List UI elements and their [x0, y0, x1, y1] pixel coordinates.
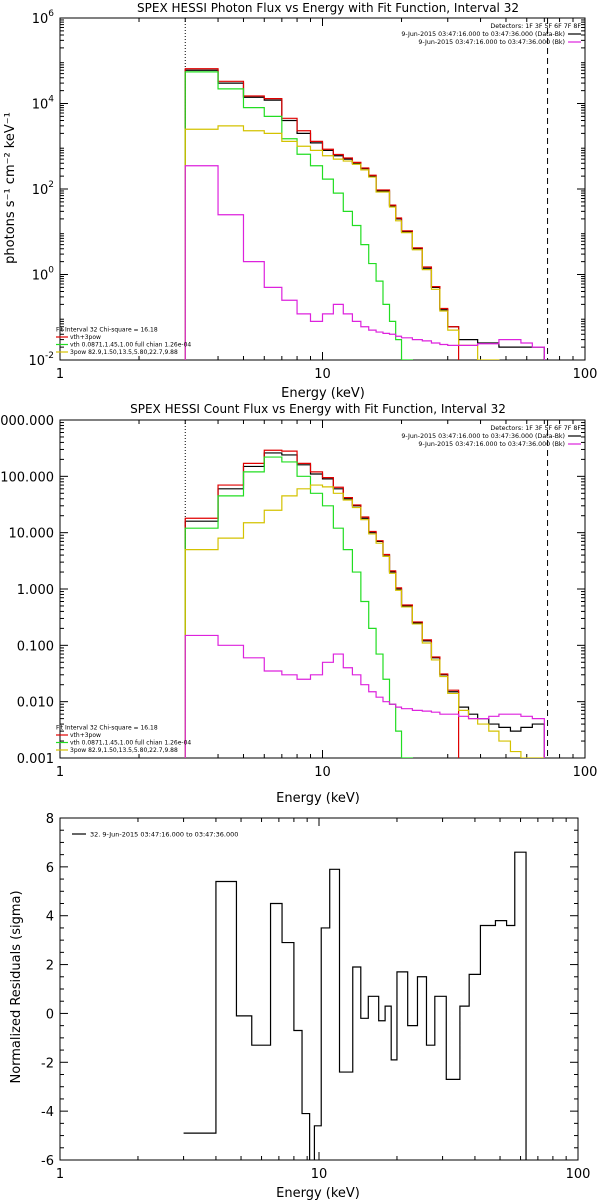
- count-flux-legend-text: 9-Jun-2015 03:47:16.000 to 03:47:36.000 …: [401, 433, 565, 440]
- photon-flux-y-tick-label: 10-2: [28, 351, 54, 369]
- count-flux-black-series-line: [184, 452, 545, 758]
- photon-flux-legend-text: vth 0.0871,1.45,1.00 full chian 1.26e-04: [70, 342, 191, 349]
- count-flux-x-tick-label: 10: [314, 765, 331, 780]
- photon-flux-magenta-series-line: [184, 165, 545, 360]
- photon-flux-y-tick-label: 104: [32, 95, 55, 113]
- photon-flux-y-tick-label: 100: [32, 266, 55, 284]
- count-flux-panel: SPEX HESSI Count Flux vs Energy with Fit…: [0, 402, 597, 806]
- photon-flux-plot-frame: [59, 17, 586, 361]
- count-flux-legend-text: Fit Interval 32 Chi-square = 16.18: [56, 725, 158, 732]
- count-flux-legend-text: Detectors: 1F 3F 5F 6F 7F 8F: [490, 425, 581, 432]
- count-flux-y-tick-label: 0.010: [17, 696, 54, 711]
- residuals-y-tick-label: 0: [46, 1007, 54, 1022]
- residuals-y-tick-label: -6: [41, 1154, 54, 1169]
- count-flux-x-tick-label: 1: [56, 765, 64, 780]
- residuals-y-tick-label: -2: [41, 1056, 54, 1071]
- residuals-panel: Energy (keV) Normalized Residuals (sigma…: [9, 812, 590, 1200]
- photon-flux-x-axis-label: Energy (keV): [281, 386, 365, 401]
- photon-flux-y-axis-label: photons s⁻¹ cm⁻² keV⁻¹: [3, 112, 18, 264]
- photon-flux-panel: SPEX HESSI Photon Flux vs Energy with Fi…: [3, 1, 597, 401]
- photon-flux-legend-text: vth+3pow: [70, 334, 101, 341]
- photon-flux-legend-text: 9-Jun-2015 03:47:16.000 to 03:47:36.000 …: [401, 31, 565, 38]
- residuals-x-axis-label: Energy (keV): [276, 1186, 360, 1200]
- count-flux-y-tick-label: 1.000: [17, 583, 54, 598]
- count-flux-y-tick-label: 100.000: [0, 470, 54, 485]
- count-flux-legend-text: 3pow 82.9,1.50,13.5,5.80,22.7,9.88: [70, 747, 178, 754]
- photon-flux-legend-text: Detectors: 1F 3F 5F 6F 7F 8F: [490, 23, 581, 30]
- count-flux-y-tick-label: 000.000: [0, 414, 54, 429]
- photon-flux-black-series-line: [184, 69, 545, 360]
- residuals-y-tick-label: 2: [46, 959, 54, 974]
- photon-flux-title: SPEX HESSI Photon Flux vs Energy with Fi…: [137, 1, 519, 15]
- count-flux-y-tick-label: 0.100: [17, 639, 54, 654]
- residuals-plot-frame: [59, 817, 579, 1161]
- residuals-y-axis-label: Normalized Residuals (sigma): [9, 890, 24, 1083]
- residuals-black-series-line: [183, 851, 527, 1160]
- residuals-y-tick-label: 8: [46, 812, 54, 827]
- photon-flux-legend-text: 9-Jun-2015 03:47:16.000 to 03:47:36.000 …: [418, 39, 565, 46]
- residuals-x-tick-label: 100: [566, 1167, 591, 1182]
- photon-flux-legend-text: 3pow 82.9,1.50,13.5,5.80,22.7,9.88: [70, 349, 178, 356]
- count-flux-legend-text: vth+3pow: [70, 732, 101, 739]
- residuals-y-tick-label: 4: [46, 910, 54, 925]
- photon-flux-y-tick-label: 102: [32, 180, 54, 198]
- residuals-y-tick-label: -4: [41, 1105, 54, 1120]
- residuals-legend-text: 32. 9-Jun-2015 03:47:16.000 to 03:47:36.…: [90, 831, 238, 839]
- count-flux-plot-frame: [59, 419, 586, 759]
- photon-flux-x-tick-label: 10: [314, 367, 331, 382]
- photon-flux-x-tick-label: 100: [573, 367, 598, 382]
- count-flux-legend-text: 9-Jun-2015 03:47:16.000 to 03:47:36.000 …: [418, 441, 565, 448]
- photon-flux-red-series-line: [184, 68, 460, 360]
- photon-flux-green-series-line: [184, 71, 413, 360]
- residuals-x-tick-label: 10: [311, 1167, 328, 1182]
- photon-flux-x-tick-label: 1: [56, 367, 64, 382]
- count-flux-magenta-series-line: [184, 634, 545, 758]
- count-flux-green-series-line: [184, 456, 413, 758]
- photon-flux-y-tick-label: 106: [32, 9, 55, 27]
- count-flux-y-tick-label: 0.001: [17, 752, 54, 767]
- count-flux-x-tick-label: 100: [573, 765, 598, 780]
- photon-flux-yellow-series-line: [184, 125, 500, 360]
- count-flux-x-axis-label: Energy (keV): [276, 791, 360, 806]
- residuals-x-tick-label: 1: [56, 1167, 64, 1182]
- residuals-y-tick-label: 6: [46, 861, 54, 876]
- count-flux-yellow-series-line: [184, 484, 545, 758]
- count-flux-y-tick-label: 10.000: [9, 527, 55, 542]
- count-flux-legend-text: vth 0.0871,1.45,1.00 full chian 1.26e-04: [70, 740, 191, 747]
- photon-flux-legend-text: Fit Interval 32 Chi-square = 16.18: [56, 327, 158, 334]
- count-flux-title: SPEX HESSI Count Flux vs Energy with Fit…: [130, 402, 506, 416]
